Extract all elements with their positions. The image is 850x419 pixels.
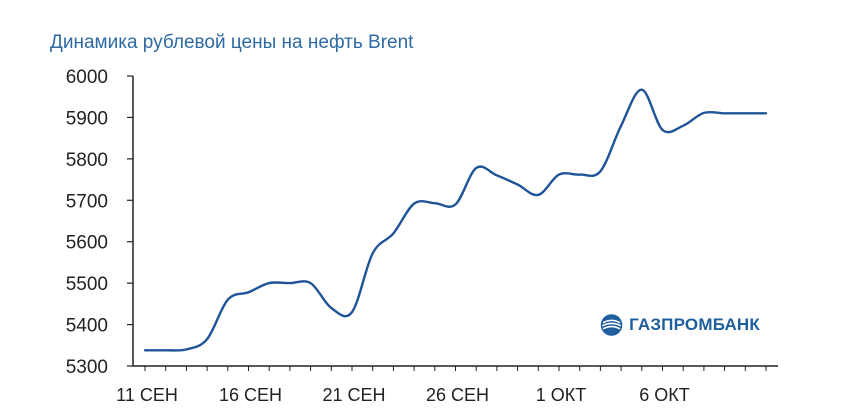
chart-title: Динамика рублевой цены на нефть Brent xyxy=(50,32,414,53)
y-tick-label: 5400 xyxy=(66,316,108,337)
x-axis-tick-labels: 11 СЕН 16 СЕН 21 СЕН 26 СЕН 1 ОКТ 6 ОКТ xyxy=(116,385,690,405)
x-tick-label: 21 СЕН xyxy=(322,385,385,405)
y-tick-label: 6000 xyxy=(66,67,108,88)
x-tick-label: 26 СЕН xyxy=(426,385,489,405)
logo-text: ГАЗПРОМБАНК xyxy=(629,315,760,334)
gazprombank-emblem-icon xyxy=(600,314,623,336)
series-line xyxy=(143,88,768,352)
y-tick-label: 5900 xyxy=(66,108,108,129)
x-tick-label: 16 СЕН xyxy=(219,385,282,405)
series-group xyxy=(143,88,768,352)
y-axis-tick-labels: 5300 5400 5500 5600 5700 5800 5900 6000 xyxy=(66,67,108,378)
chart-axes xyxy=(127,75,778,371)
y-tick-label: 5800 xyxy=(66,150,108,171)
y-tick-label: 5700 xyxy=(66,191,108,212)
y-tick-label: 5300 xyxy=(66,357,108,378)
x-tick-label: 1 ОКТ xyxy=(536,385,587,405)
x-tick-label: 11 СЕН xyxy=(116,385,178,405)
y-tick-label: 5500 xyxy=(66,274,108,295)
gazprombank-logo: ГАЗПРОМБАНК xyxy=(600,308,760,342)
y-tick-label: 5600 xyxy=(66,233,108,254)
x-tick-label: 6 ОКТ xyxy=(639,385,690,405)
